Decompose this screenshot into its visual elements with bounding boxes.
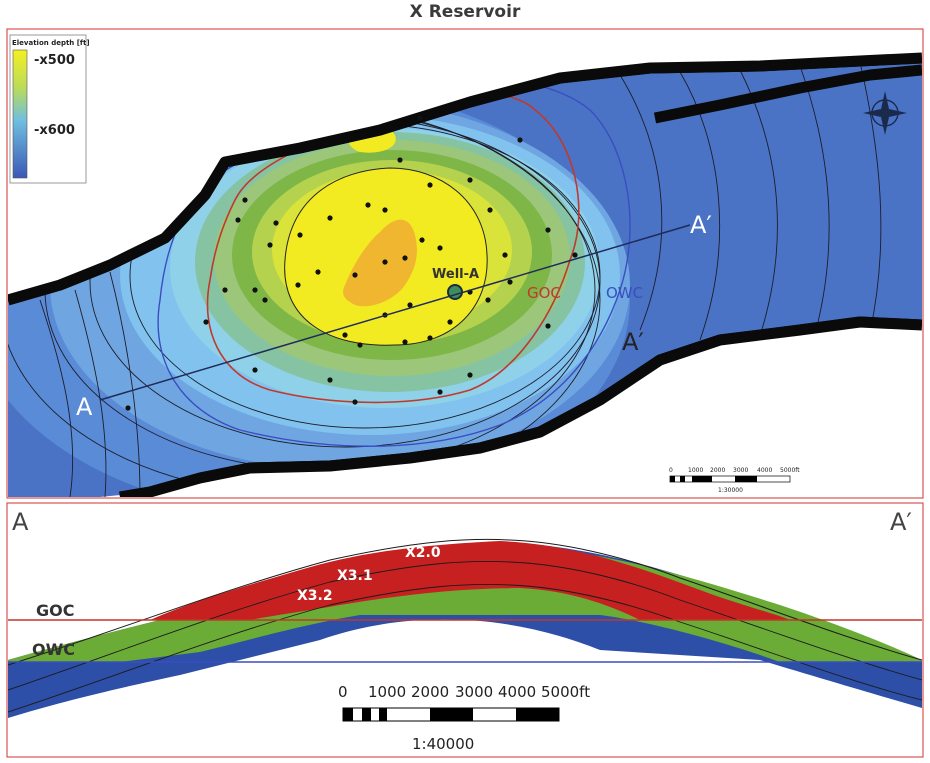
cross-section [8, 538, 922, 718]
section-scale-tick-1: 1000 [368, 683, 406, 701]
legend-colorbar [12, 49, 28, 179]
map-scale-tick-4: 4000 [757, 467, 772, 474]
legend-title: Elevation depth [ft] [12, 39, 90, 47]
map-scale-bar: 0 1000 2000 3000 4000 5000ft 1:30000 [669, 467, 800, 494]
north-letter: N [881, 107, 889, 120]
well-a-label: Well-A [432, 267, 479, 282]
horizon-x31 [8, 560, 922, 691]
horizon-label-x32: X3.2 [297, 588, 333, 604]
horizon-label-x20: X2.0 [405, 545, 441, 561]
outside-area-north [8, 30, 922, 300]
map-scale-tick-0: 0 [669, 467, 673, 474]
section-scale-tick-5: 5000ft [541, 683, 590, 701]
goc-map-label: GOC [527, 284, 561, 302]
legend-mid-label: -x600 [34, 123, 75, 138]
fault-south-edge [119, 316, 922, 497]
oil-zone [8, 545, 922, 662]
section-scale-ratio: 1:40000 [412, 735, 474, 753]
section-line [99, 224, 691, 401]
structure-map [8, 30, 922, 497]
owc-map-label: OWC [606, 284, 643, 302]
outside-area-south [150, 322, 922, 497]
gas-zone [150, 541, 790, 620]
section-scale-tick-0: 0 [338, 683, 348, 701]
section-start-map-label: A [76, 393, 93, 421]
section-end-label: A′ [890, 508, 912, 536]
section-scale-tick-2: 2000 [411, 683, 449, 701]
fault-branch [653, 64, 922, 124]
map-scale-ratio: 1:30000 [718, 487, 743, 494]
fault-north-edge [8, 52, 922, 306]
map-scale-tick-3: 3000 [733, 467, 748, 474]
well-points [125, 115, 578, 411]
section-scale-tick-4: 4000 [498, 683, 536, 701]
map-title: X Reservoir [409, 2, 521, 22]
depth-legend: Elevation depth [ft] -x500 -x600 [9, 34, 90, 184]
section-scale-tick-3: 3000 [455, 683, 493, 701]
crest-peak [343, 219, 417, 307]
section-end-map-label-2: A′ [622, 328, 644, 356]
north-arrow: N [863, 91, 907, 135]
horizon-x32 [8, 583, 922, 713]
section-start-label: A [12, 508, 29, 536]
goc-section-label: GOC [36, 601, 74, 620]
horizon-label-x31: X3.1 [337, 568, 373, 584]
section-end-map-label: A′ [690, 211, 712, 239]
owc-section-label: OWC [32, 640, 75, 659]
map-scale-tick-2: 2000 [710, 467, 725, 474]
map-scale-tick-1: 1000 [688, 467, 703, 474]
map-scale-tick-5: 5000ft [780, 467, 800, 474]
horizon-top [8, 538, 922, 666]
section-scale-bar: 0 1000 2000 3000 4000 5000ft 1:40000 [338, 683, 590, 753]
legend-top-label: -x500 [34, 53, 75, 68]
